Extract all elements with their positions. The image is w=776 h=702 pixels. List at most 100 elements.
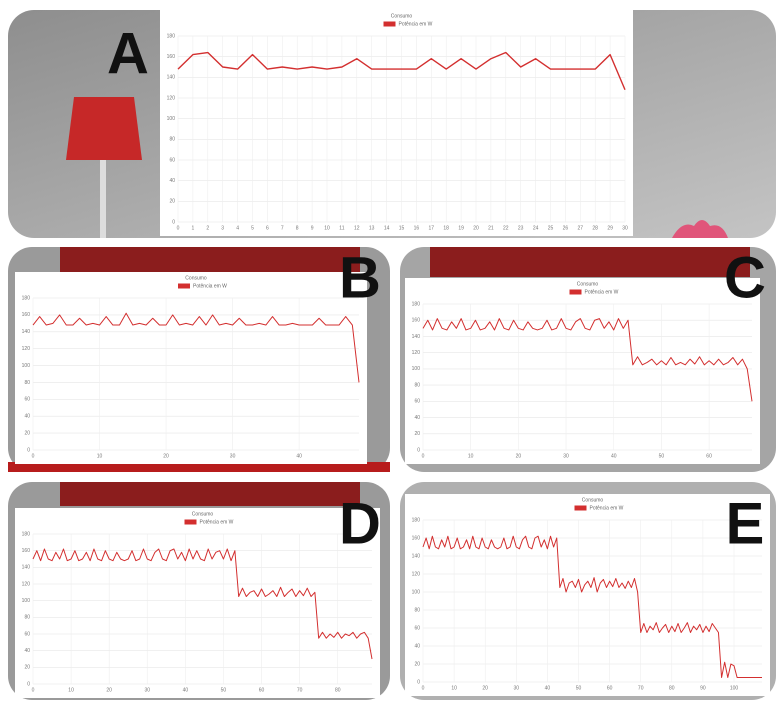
x-tick-label: 50 (221, 687, 227, 693)
y-tick-label: 120 (412, 350, 421, 356)
x-tick-label: 60 (706, 453, 712, 459)
y-tick-label: 160 (412, 318, 421, 324)
y-tick-label: 0 (27, 447, 30, 453)
y-tick-label: 60 (414, 399, 420, 405)
y-tick-label: 0 (417, 679, 420, 685)
legend-swatch (185, 520, 197, 525)
y-tick-label: 40 (169, 178, 175, 184)
chart-area (15, 272, 367, 464)
y-tick-label: 140 (22, 565, 31, 571)
legend-label: Potência em W (200, 519, 234, 525)
x-tick-label: 40 (296, 453, 302, 459)
x-tick-label: 40 (611, 453, 617, 459)
y-tick-label: 160 (167, 54, 176, 60)
y-tick-label: 120 (22, 581, 31, 587)
y-tick-label: 160 (22, 312, 31, 318)
chart-area (405, 494, 770, 696)
x-tick-label: 15 (399, 225, 405, 231)
legend-label: Potência em W (590, 505, 624, 511)
x-tick-label: 20 (516, 453, 522, 459)
y-tick-label: 180 (167, 33, 176, 39)
x-tick-label: 30 (514, 685, 520, 691)
y-tick-label: 100 (22, 598, 31, 604)
sofa (60, 247, 360, 275)
x-tick-label: 30 (563, 453, 569, 459)
y-tick-label: 80 (414, 607, 420, 613)
figure: Consumo020406080100120140160180012345678… (0, 0, 776, 702)
x-tick-label: 80 (335, 687, 341, 693)
y-tick-label: 0 (417, 447, 420, 453)
x-tick-label: 10 (324, 225, 330, 231)
lamp-pole (100, 150, 106, 238)
panel-letter: A (107, 21, 149, 86)
y-tick-label: 0 (27, 681, 30, 687)
y-tick-label: 180 (412, 517, 421, 523)
y-tick-label: 160 (22, 548, 31, 554)
x-tick-label: 70 (297, 687, 303, 693)
x-tick-label: 6 (266, 225, 269, 231)
x-tick-label: 11 (339, 225, 344, 231)
y-tick-label: 40 (414, 415, 420, 421)
legend-label: Potência em W (193, 283, 227, 289)
x-tick-label: 50 (659, 453, 665, 459)
x-tick-label: 8 (296, 225, 299, 231)
x-tick-label: 1 (192, 225, 195, 231)
legend-label: Potência em W (585, 289, 619, 295)
lamp-shade (66, 97, 142, 160)
chart-title: Consumo (391, 13, 413, 19)
legend-swatch (178, 284, 190, 289)
y-tick-label: 180 (22, 531, 31, 537)
y-tick-label: 120 (22, 346, 31, 352)
y-tick-label: 80 (24, 380, 30, 386)
x-tick-label: 25 (548, 225, 554, 231)
x-tick-label: 27 (578, 225, 584, 231)
y-tick-label: 60 (24, 397, 30, 403)
x-tick-label: 20 (106, 687, 112, 693)
x-tick-label: 5 (251, 225, 254, 231)
y-tick-label: 60 (169, 157, 175, 163)
sofa (60, 482, 360, 506)
x-tick-label: 4 (236, 225, 239, 231)
y-tick-label: 80 (24, 615, 30, 621)
y-tick-label: 100 (412, 589, 421, 595)
panel-letter: B (339, 245, 381, 310)
y-tick-label: 160 (412, 535, 421, 541)
x-tick-label: 18 (443, 225, 449, 231)
y-tick-label: 40 (414, 643, 420, 649)
y-tick-label: 80 (169, 137, 175, 143)
x-tick-label: 10 (468, 453, 474, 459)
chart-title: Consumo (577, 281, 599, 287)
y-tick-label: 100 (22, 363, 31, 369)
y-tick-label: 140 (412, 334, 421, 340)
y-tick-label: 20 (414, 431, 420, 437)
x-tick-label: 0 (32, 687, 35, 693)
legend-swatch (570, 290, 582, 295)
x-tick-label: 90 (700, 685, 706, 691)
x-tick-label: 70 (638, 685, 644, 691)
y-tick-label: 20 (24, 430, 30, 436)
panel-letter: D (339, 491, 381, 556)
x-tick-label: 26 (563, 225, 569, 231)
y-tick-label: 180 (412, 301, 421, 307)
x-tick-label: 19 (458, 225, 464, 231)
x-tick-label: 60 (259, 687, 265, 693)
x-tick-label: 20 (482, 685, 488, 691)
chart-area (405, 278, 760, 464)
y-tick-label: 100 (412, 366, 421, 372)
y-tick-label: 60 (414, 625, 420, 631)
x-tick-label: 20 (163, 453, 169, 459)
x-tick-label: 0 (422, 685, 425, 691)
x-tick-label: 13 (369, 225, 375, 231)
y-tick-label: 40 (24, 648, 30, 654)
x-tick-label: 3 (221, 225, 224, 231)
x-tick-label: 16 (414, 225, 420, 231)
x-tick-label: 10 (68, 687, 74, 693)
y-tick-label: 80 (414, 382, 420, 388)
x-tick-label: 30 (622, 225, 628, 231)
x-tick-label: 29 (607, 225, 613, 231)
y-tick-label: 120 (167, 95, 176, 101)
x-tick-label: 28 (592, 225, 598, 231)
y-tick-label: 120 (412, 571, 421, 577)
panel-letter: E (726, 491, 765, 556)
chart-title: Consumo (582, 497, 604, 503)
